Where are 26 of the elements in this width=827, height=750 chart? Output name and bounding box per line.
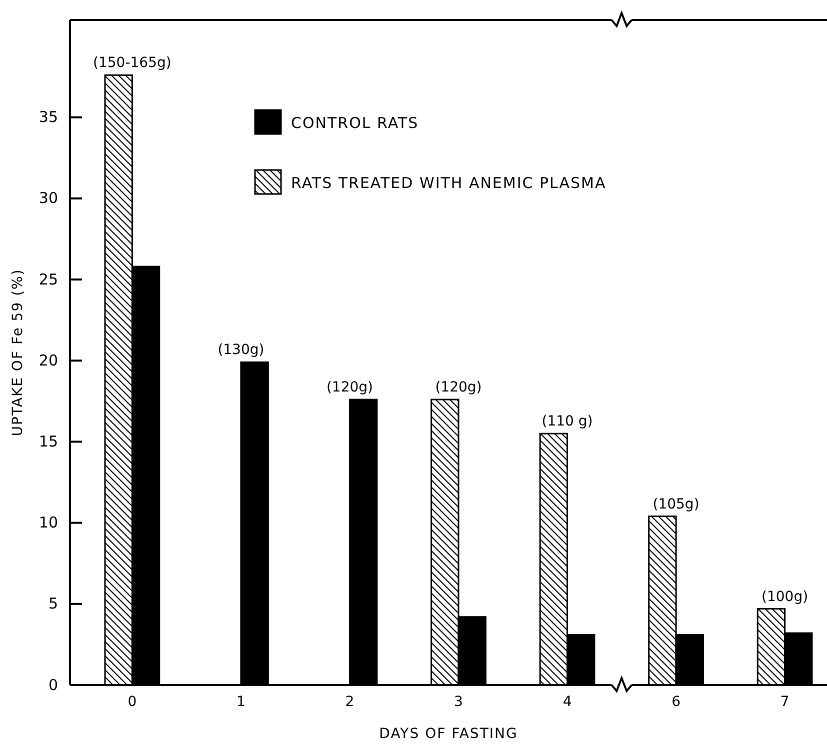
x-tick-label: 2: [345, 694, 354, 710]
y-tick-label: 20: [38, 351, 58, 370]
x-tick-label: 1: [236, 694, 246, 710]
legend-label: CONTROL RATS: [291, 114, 419, 132]
y-tick-label: 35: [38, 108, 58, 126]
annotation: (100g): [762, 588, 808, 605]
x-tick-label: 7: [780, 694, 790, 710]
y-tick-label: 5: [48, 594, 58, 613]
x-axis-title: DAYS OF FASTING: [379, 726, 518, 742]
annotation: (130g): [218, 342, 264, 358]
legend-label: RATS TREATED WITH ANEMIC PLASMA: [291, 174, 606, 192]
y-tick-label: 25: [38, 270, 58, 288]
y-tick-label: 0: [48, 676, 58, 694]
x-tick-label: 4: [562, 694, 572, 710]
y-tick-label: 30: [38, 189, 58, 208]
annotation: (110 g): [542, 414, 593, 430]
x-tick-label: 6: [672, 694, 681, 710]
annotation: (150-165g): [93, 55, 172, 72]
y-axis-title: UPTAKE OF Fe 59 (%): [10, 268, 26, 436]
annotation: (120g): [435, 380, 482, 396]
x-tick-label: 0: [128, 694, 137, 710]
annotation: (120g): [326, 380, 374, 396]
annotation: (105g): [652, 496, 700, 512]
y-tick-label: 10: [38, 514, 58, 532]
y-tick-label: 15: [38, 432, 58, 451]
x-tick-label: 3: [454, 694, 463, 710]
